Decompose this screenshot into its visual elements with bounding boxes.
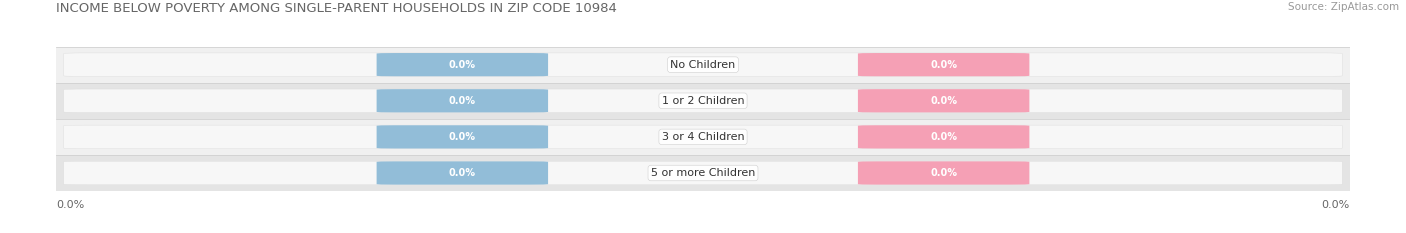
FancyBboxPatch shape (377, 161, 548, 185)
Text: 0.0%: 0.0% (931, 168, 957, 178)
Bar (56, 83, 1350, 119)
FancyBboxPatch shape (63, 161, 1343, 185)
Text: INCOME BELOW POVERTY AMONG SINGLE-PARENT HOUSEHOLDS IN ZIP CODE 10984: INCOME BELOW POVERTY AMONG SINGLE-PARENT… (56, 2, 617, 15)
Text: 0.0%: 0.0% (449, 132, 475, 142)
Text: No Children: No Children (671, 60, 735, 70)
Text: 0.0%: 0.0% (449, 168, 475, 178)
FancyBboxPatch shape (858, 125, 1029, 148)
FancyBboxPatch shape (63, 125, 1343, 149)
FancyBboxPatch shape (858, 161, 1029, 185)
FancyBboxPatch shape (63, 89, 1343, 113)
Text: 0.0%: 0.0% (931, 96, 957, 106)
FancyBboxPatch shape (858, 53, 1029, 76)
Text: 0.0%: 0.0% (449, 96, 475, 106)
Text: 0.0%: 0.0% (449, 60, 475, 70)
Bar (56, 119, 1350, 155)
Text: 5 or more Children: 5 or more Children (651, 168, 755, 178)
FancyBboxPatch shape (377, 89, 548, 112)
Text: 0.0%: 0.0% (931, 60, 957, 70)
Text: 0.0%: 0.0% (56, 200, 84, 210)
Text: 3 or 4 Children: 3 or 4 Children (662, 132, 744, 142)
FancyBboxPatch shape (377, 125, 548, 148)
FancyBboxPatch shape (858, 89, 1029, 112)
Text: 0.0%: 0.0% (1322, 200, 1350, 210)
Bar (56, 155, 1350, 191)
Text: Source: ZipAtlas.com: Source: ZipAtlas.com (1288, 2, 1399, 12)
Text: 1 or 2 Children: 1 or 2 Children (662, 96, 744, 106)
FancyBboxPatch shape (377, 53, 548, 76)
Bar (56, 47, 1350, 83)
Text: 0.0%: 0.0% (931, 132, 957, 142)
FancyBboxPatch shape (63, 53, 1343, 76)
